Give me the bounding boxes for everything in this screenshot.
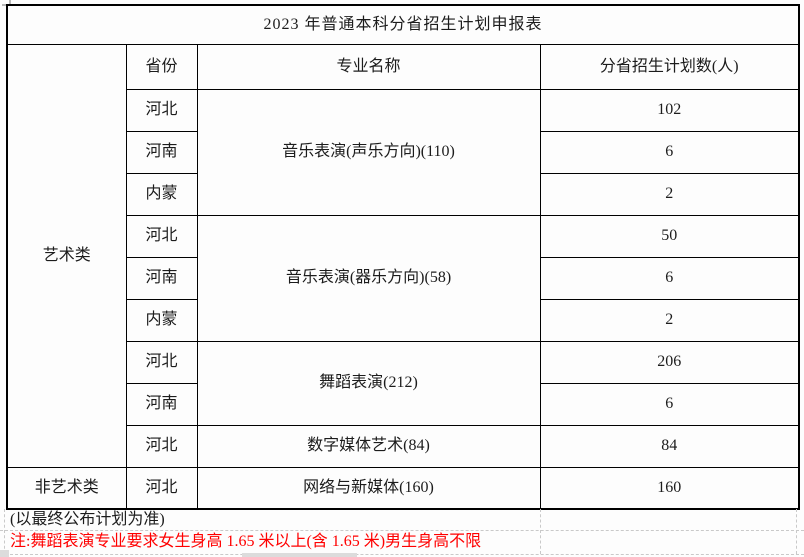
plan-cell: 160: [539, 466, 800, 510]
title-row: 2023 年普通本科分省招生计划申报表: [6, 4, 800, 45]
major-cell: 数字媒体艺术(84): [196, 424, 541, 468]
header-province: 省份: [125, 43, 198, 90]
province-cell: 内蒙: [125, 298, 198, 342]
plan-cell: 84: [539, 424, 800, 468]
plan-cell: 50: [539, 214, 800, 258]
table-title: 2023 年普通本科分省招生计划申报表: [6, 4, 800, 45]
plan-cell: 6: [539, 382, 800, 426]
bottom-left-artifact: [0, 550, 9, 557]
note-height-requirement: 注:舞蹈表演专业要求女生身高 1.65 米以上(含 1.65 米)男生身高不限: [10, 533, 482, 550]
major-cell: 音乐表演(声乐方向)(110): [196, 88, 541, 216]
enrollment-plan-table: 2023 年普通本科分省招生计划申报表 艺术类 省份 专业名称 分省招生计划数(…: [6, 4, 801, 510]
table-row: 河南 6: [7, 382, 800, 426]
gridline-vertical-right: [796, 509, 797, 554]
header-row: 艺术类 省份 专业名称 分省招生计划数(人): [6, 43, 800, 468]
category-cell-non-art: 非艺术类: [6, 466, 127, 510]
header-major: 专业名称: [196, 43, 541, 90]
table-row: 河北 数字媒体艺术(84) 84: [7, 424, 800, 468]
bottom-center-artifact: [242, 553, 357, 557]
header-plan: 分省招生计划数(人): [539, 43, 800, 90]
province-cell: 河北: [125, 88, 198, 132]
table-row: 河北 音乐表演(声乐方向)(110) 102: [7, 88, 800, 216]
major-cell: 舞蹈表演(212): [196, 340, 541, 426]
table-row: 河北 音乐表演(器乐方向)(58) 50: [7, 214, 800, 342]
province-cell: 河北: [125, 424, 198, 468]
plan-cell: 102: [539, 88, 800, 132]
major-cell: 音乐表演(器乐方向)(58): [196, 214, 541, 342]
major-cell: 网络与新媒体(160): [196, 466, 541, 510]
plan-cell: 6: [539, 130, 800, 174]
plan-cell: 6: [539, 256, 800, 300]
province-cell: 河北: [125, 214, 198, 258]
gridline-horizontal-bottom: [0, 554, 804, 555]
province-cell: 河南: [125, 382, 198, 426]
table-row: 内蒙 2: [7, 172, 800, 216]
province-cell: 河南: [125, 256, 198, 300]
category-cell-art: 艺术类: [6, 43, 127, 468]
province-cell: 河北: [125, 466, 198, 510]
plan-cell: 206: [539, 340, 800, 384]
gridline-vertical-mid: [540, 509, 541, 554]
province-cell: 内蒙: [125, 172, 198, 216]
table-row: 非艺术类 河北 网络与新媒体(160) 160: [6, 466, 800, 510]
province-cell: 河南: [125, 130, 198, 174]
table-row: 内蒙 2: [7, 298, 800, 342]
plan-cell: 2: [539, 172, 800, 216]
gridline-vertical-left: [4, 509, 5, 554]
province-cell: 河北: [125, 340, 198, 384]
note-final-plan: (以最终公布计划为准): [10, 511, 165, 528]
plan-cell: 2: [539, 298, 800, 342]
table-row: 河南 6: [7, 130, 800, 174]
table-row: 河北 舞蹈表演(212) 206: [7, 340, 800, 426]
